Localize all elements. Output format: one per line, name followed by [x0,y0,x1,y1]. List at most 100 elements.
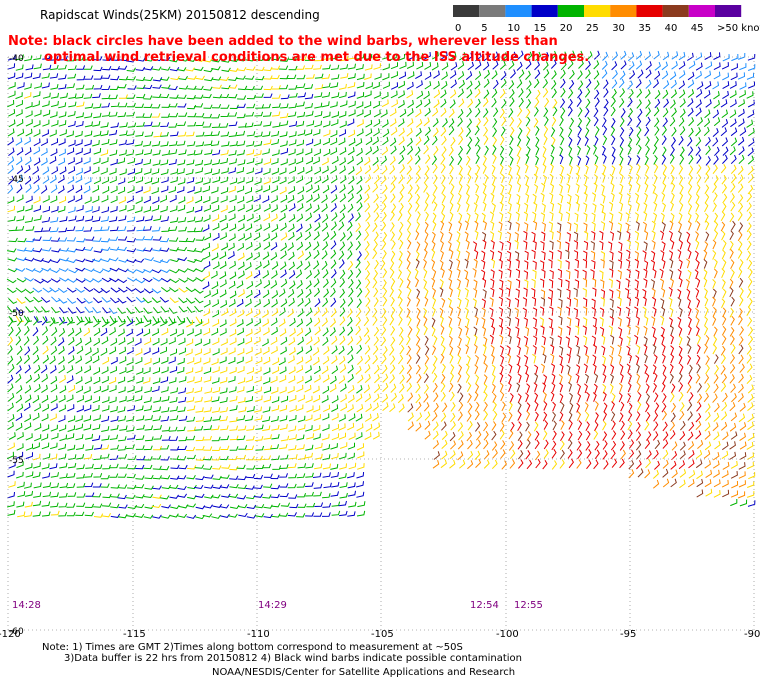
wind-barb [229,367,237,374]
wind-barb [601,173,606,183]
wind-barb [653,354,658,364]
wind-barb [270,484,280,490]
wind-barb [381,240,387,250]
wind-barb [253,336,261,345]
wind-barb [170,131,179,137]
wind-barb [75,130,83,138]
wind-barb [338,137,346,146]
wind-barb [714,146,720,157]
wind-barb [220,300,228,309]
wind-barb [406,165,413,175]
wind-barb [76,205,84,212]
wind-barb [126,296,136,303]
wind-barb [305,251,312,261]
wind-barb [534,430,540,441]
wind-barb [357,355,363,365]
pass-time-label: 14:29 [258,600,287,611]
wind-barb [127,186,135,194]
wind-barb [246,131,256,137]
wind-barb [143,405,152,412]
wind-barb [212,503,223,508]
wind-barb [373,259,379,270]
wind-barb [431,193,436,204]
wind-barb [687,411,693,421]
wind-barb [6,451,15,460]
wind-barb [573,307,579,318]
wind-barb [263,504,273,509]
wind-barb [237,366,245,374]
wind-barb [610,440,617,451]
wind-barb [322,385,330,394]
wind-barb [498,296,504,307]
wind-barb [542,353,547,364]
wind-barb [313,64,322,70]
wind-barb [246,140,255,147]
wind-barb [42,247,52,252]
wind-barb [253,194,261,203]
wind-barb [713,326,718,337]
wind-barb [187,216,196,223]
wind-barb [169,112,179,118]
wind-barb [194,149,203,156]
wind-barb [263,377,271,385]
wind-barb [611,61,618,71]
wind-barb [109,149,118,157]
wind-barb [236,113,246,119]
wind-barb [203,242,211,251]
wind-barb [255,445,265,451]
wind-barb [262,195,270,204]
wind-barb [340,175,347,184]
wind-barb [517,421,522,432]
wind-barb [110,503,120,509]
wind-barb [329,318,336,328]
wind-barb [449,249,454,259]
wind-barb [59,473,68,479]
wind-barb [722,288,727,299]
wind-barb [160,416,170,422]
wind-barb [253,121,263,127]
wind-barb [407,239,412,250]
wind-barb [645,164,650,174]
wind-barb [518,97,524,108]
wind-barb [566,316,572,327]
wind-barb [152,318,160,326]
wind-barb [625,212,630,222]
wind-barb [203,406,212,413]
wind-barb [101,258,111,263]
wind-barb [50,510,60,516]
wind-barb [423,268,428,279]
wind-barb [23,354,30,364]
wind-barb [540,212,546,222]
wind-barb [415,277,419,288]
wind-barb [58,268,69,272]
wind-barb [679,479,686,489]
wind-barb [704,479,712,488]
wind-barb [143,95,153,100]
wind-barb [314,92,323,98]
wind-barb [271,327,278,336]
wind-barb [271,270,278,279]
wind-barb [203,367,212,375]
wind-barb [517,393,522,404]
wind-barb [389,364,396,374]
wind-barb [202,224,210,232]
wind-barb [152,247,162,252]
wind-barb [254,131,263,138]
wind-barb [746,345,753,355]
wind-barb [329,101,338,108]
wind-barb [722,72,730,81]
wind-barb [228,376,236,383]
wind-barb [490,240,495,250]
wind-barb [696,393,703,404]
wind-barb [51,327,58,337]
wind-barb [322,444,331,451]
wind-barb [424,231,429,241]
wind-barb [507,202,512,212]
wind-barb [549,163,554,174]
wind-barb [195,505,206,510]
wind-barb [627,155,632,166]
wind-barb [170,446,180,451]
wind-barb [569,402,574,413]
wind-barb [101,74,111,79]
wind-barb [331,433,339,441]
